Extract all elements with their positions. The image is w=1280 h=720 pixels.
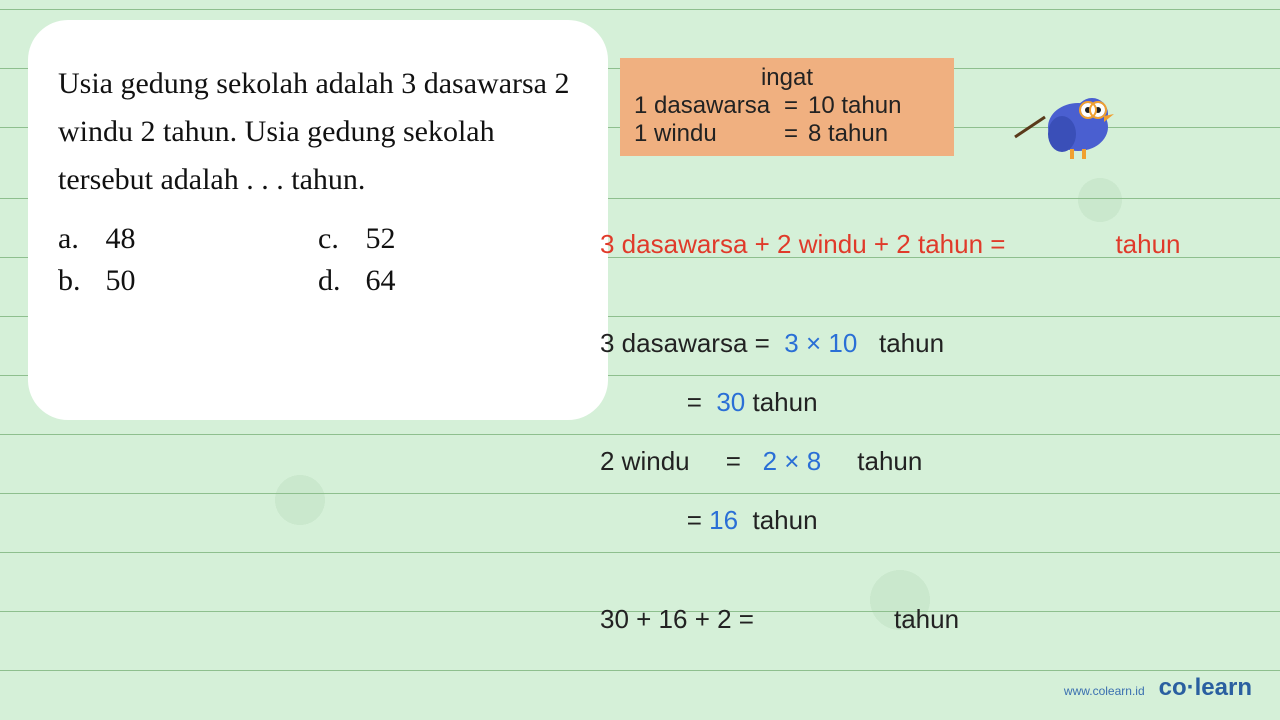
step-2: = 30 tahun: [600, 373, 1240, 432]
step-2-eq: =: [687, 387, 717, 418]
option-d: d. 64: [318, 264, 578, 298]
question-card: Usia gedung sekolah adalah 3 dasawarsa 2…: [28, 20, 608, 420]
remember-term-2: 1 windu: [634, 120, 784, 148]
work-area: 3 dasawarsa + 2 windu + 2 tahun = tahun …: [600, 215, 1240, 649]
remember-eq-2: =: [784, 120, 808, 148]
step-3-calc: 2 × 8: [755, 446, 821, 477]
step-4-lhs: [600, 505, 687, 536]
equation-lhs: 3 dasawarsa + 2 windu + 2 tahun =: [600, 229, 1005, 260]
step-4-calc: 16: [709, 505, 738, 536]
remember-eq-1: =: [784, 92, 808, 120]
step-1-calc: 3 × 10: [784, 328, 857, 359]
option-b-label: b.: [58, 264, 98, 298]
step-2-calc: 30: [716, 387, 745, 418]
option-a-value: 48: [106, 222, 136, 255]
option-a: a. 48: [58, 222, 318, 256]
step-2-unit: tahun: [745, 387, 817, 418]
option-c-value: 52: [366, 222, 396, 255]
equation-rhs: tahun: [1115, 229, 1180, 260]
option-a-label: a.: [58, 222, 98, 256]
final-line: 30 + 16 + 2 = tahun: [600, 590, 1240, 649]
remember-title: ingat: [634, 64, 940, 92]
step-1-unit: tahun: [857, 328, 944, 359]
options-grid: a. 48 c. 52 b. 50 d. 64: [58, 222, 578, 298]
step-4-unit: tahun: [738, 505, 818, 536]
step-3-lhs: 2 windu: [600, 446, 726, 477]
step-1: 3 dasawarsa = 3 × 10 tahun: [600, 314, 1240, 373]
step-4: = 16 tahun: [600, 491, 1240, 550]
remember-row-1: 1 dasawarsa = 10 tahun: [634, 92, 940, 120]
option-d-label: d.: [318, 264, 358, 298]
remember-val-1: 10 tahun: [808, 92, 901, 120]
brand-logo: co·learn: [1159, 674, 1252, 702]
option-b: b. 50: [58, 264, 318, 298]
remember-row-2: 1 windu = 8 tahun: [634, 120, 940, 148]
step-4-eq: =: [687, 505, 709, 536]
branding: www.colearn.id co·learn: [1064, 674, 1252, 702]
equation-line: 3 dasawarsa + 2 windu + 2 tahun = tahun: [600, 215, 1240, 274]
step-3: 2 windu = 2 × 8 tahun: [600, 432, 1240, 491]
step-3-eq: =: [726, 446, 756, 477]
step-1-lhs: 3 dasawarsa: [600, 328, 755, 359]
remember-box: ingat 1 dasawarsa = 10 tahun 1 windu = 8…: [620, 58, 954, 156]
option-c: c. 52: [318, 222, 578, 256]
final-unit: tahun: [894, 604, 959, 635]
question-text: Usia gedung sekolah adalah 3 dasawarsa 2…: [58, 60, 578, 204]
brand-url: www.colearn.id: [1064, 684, 1145, 698]
step-1-eq: =: [755, 328, 785, 359]
remember-val-2: 8 tahun: [808, 120, 888, 148]
option-d-value: 64: [366, 264, 396, 297]
step-2-lhs: [600, 387, 687, 418]
mascot-bird-icon: [1010, 82, 1130, 162]
option-c-label: c.: [318, 222, 358, 256]
remember-term-1: 1 dasawarsa: [634, 92, 784, 120]
final-lhs: 30 + 16 + 2 =: [600, 604, 754, 635]
step-3-unit: tahun: [821, 446, 922, 477]
option-b-value: 50: [106, 264, 136, 297]
